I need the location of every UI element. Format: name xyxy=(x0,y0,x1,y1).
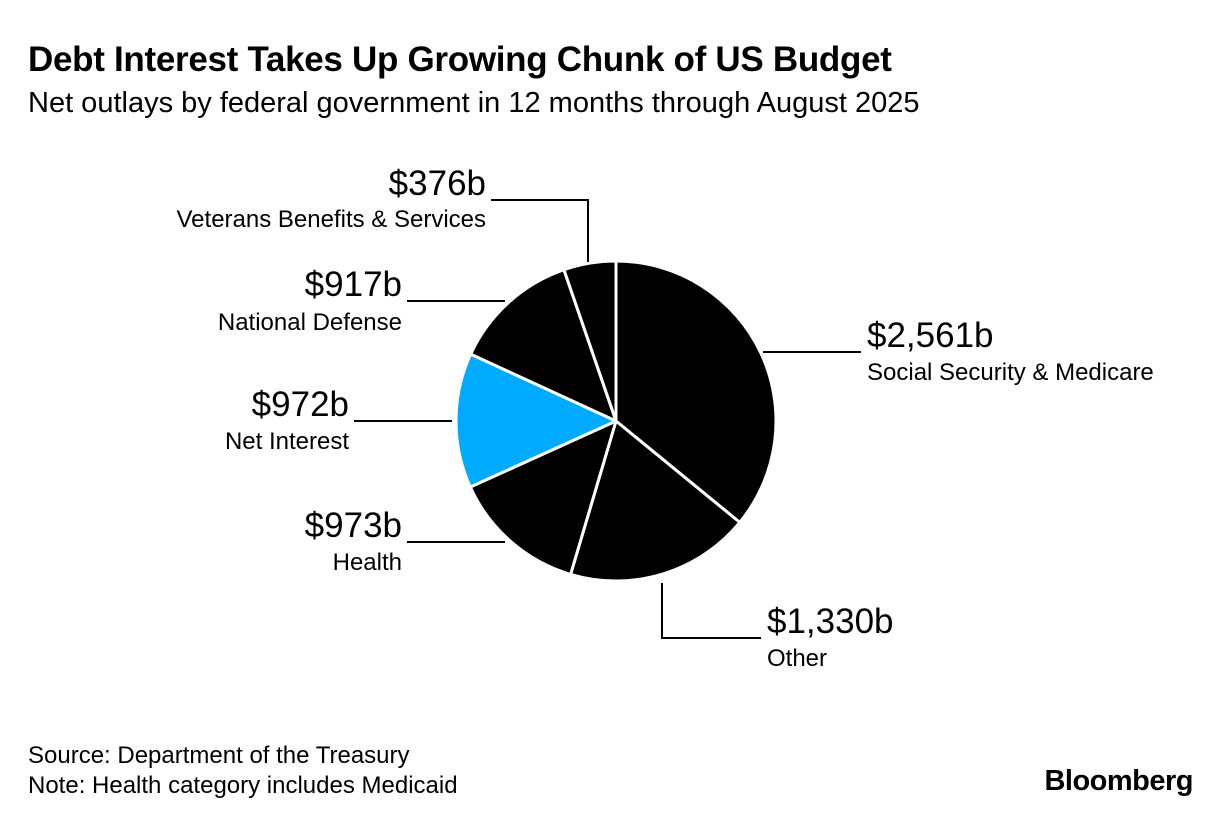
pie-slice-veterans-benefits-and-services xyxy=(562,259,618,423)
category-label-veterans-benefits-and-services: Veterans Benefits & Services xyxy=(177,206,487,233)
value-label-national-defense: $917b xyxy=(305,265,402,304)
footnotes: Source: Department of the Treasury Note:… xyxy=(28,741,458,801)
chart-subtitle: Net outlays by federal government in 12 … xyxy=(28,87,920,119)
source-note: Source: Department of the Treasury xyxy=(28,742,410,769)
category-label-other: Other xyxy=(767,645,827,672)
leader-line-other xyxy=(661,583,761,639)
value-label-veterans-benefits-and-services: $376b xyxy=(389,164,486,203)
pie-slice-social-security-and-medicare xyxy=(614,259,778,524)
value-label-health: $973b xyxy=(305,506,402,545)
value-label-other: $1,330b xyxy=(767,602,894,641)
category-label-net-interest: Net Interest xyxy=(225,428,349,455)
category-label-social-security-and-medicare: Social Security & Medicare xyxy=(867,359,1154,386)
note-text: Note: Health category includes Medicaid xyxy=(28,772,458,799)
value-label-social-security-and-medicare: $2,561b xyxy=(867,316,994,355)
pie-slice-national-defense xyxy=(469,268,618,423)
bloomberg-logo: Bloomberg xyxy=(1044,765,1193,797)
value-label-net-interest: $972b xyxy=(252,385,349,424)
category-label-national-defense: National Defense xyxy=(218,309,402,336)
leader-line-veterans-benefits-and-services xyxy=(491,199,589,262)
pie-slice-health xyxy=(468,419,618,576)
category-label-health: Health xyxy=(333,549,402,576)
pie-slice-other xyxy=(569,419,742,583)
chart-title: Debt Interest Takes Up Growing Chunk of … xyxy=(28,40,892,79)
pie-slice-net-interest xyxy=(454,352,618,489)
